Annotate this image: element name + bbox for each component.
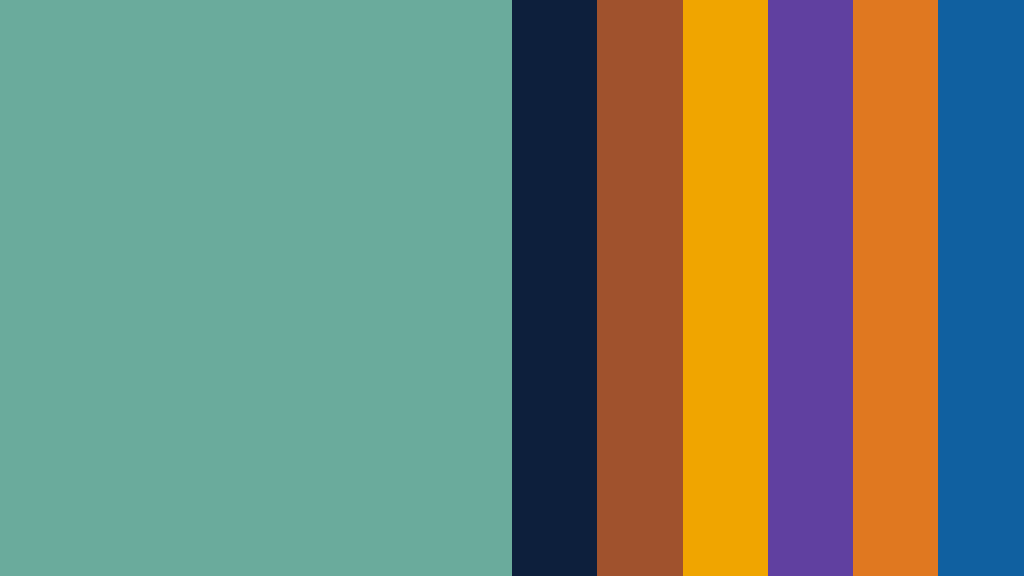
Text: 468 (7.5%): 468 (7.5%) bbox=[406, 400, 485, 415]
Text: ASD Special
Education: ASD Special Education bbox=[643, 444, 756, 524]
Ellipse shape bbox=[312, 182, 691, 451]
Text: 915 (14.7%): 915 (14.7%) bbox=[690, 317, 780, 332]
Text: ASD ICD Code: ASD ICD Code bbox=[186, 460, 340, 506]
Text: 232 (3.7%): 232 (3.7%) bbox=[465, 185, 545, 200]
Text: 196 (3.1%): 196 (3.1%) bbox=[539, 400, 618, 415]
Text: Autism and Developmental Disabilities Monitoring Network, 11 sites, United State: Autism and Developmental Disabilities Mo… bbox=[170, 66, 854, 81]
Bar bbox=[853, 548, 939, 576]
Text: with autism spectrum disorder (N=6,245): with autism spectrum disorder (N=6,245) bbox=[308, 40, 716, 58]
Bar bbox=[939, 548, 1024, 576]
Text: 2333 (37.4%): 2333 (37.4%) bbox=[468, 309, 566, 324]
Bar bbox=[768, 548, 853, 576]
Text: Euler diagram of different types of autism spectrum disorder identification amon: Euler diagram of different types of auti… bbox=[0, 14, 1024, 32]
Ellipse shape bbox=[456, 215, 763, 433]
Bar bbox=[597, 548, 683, 576]
Text: 1475 (23.6%): 1475 (23.6%) bbox=[201, 309, 301, 324]
Text: ASD Diagnostic
Statement: ASD Diagnostic Statement bbox=[518, 102, 643, 191]
Text: 626 (10.0%): 626 (10.0%) bbox=[414, 248, 504, 263]
Bar bbox=[683, 548, 768, 576]
Bar bbox=[512, 548, 597, 576]
Bar bbox=[0, 548, 512, 576]
